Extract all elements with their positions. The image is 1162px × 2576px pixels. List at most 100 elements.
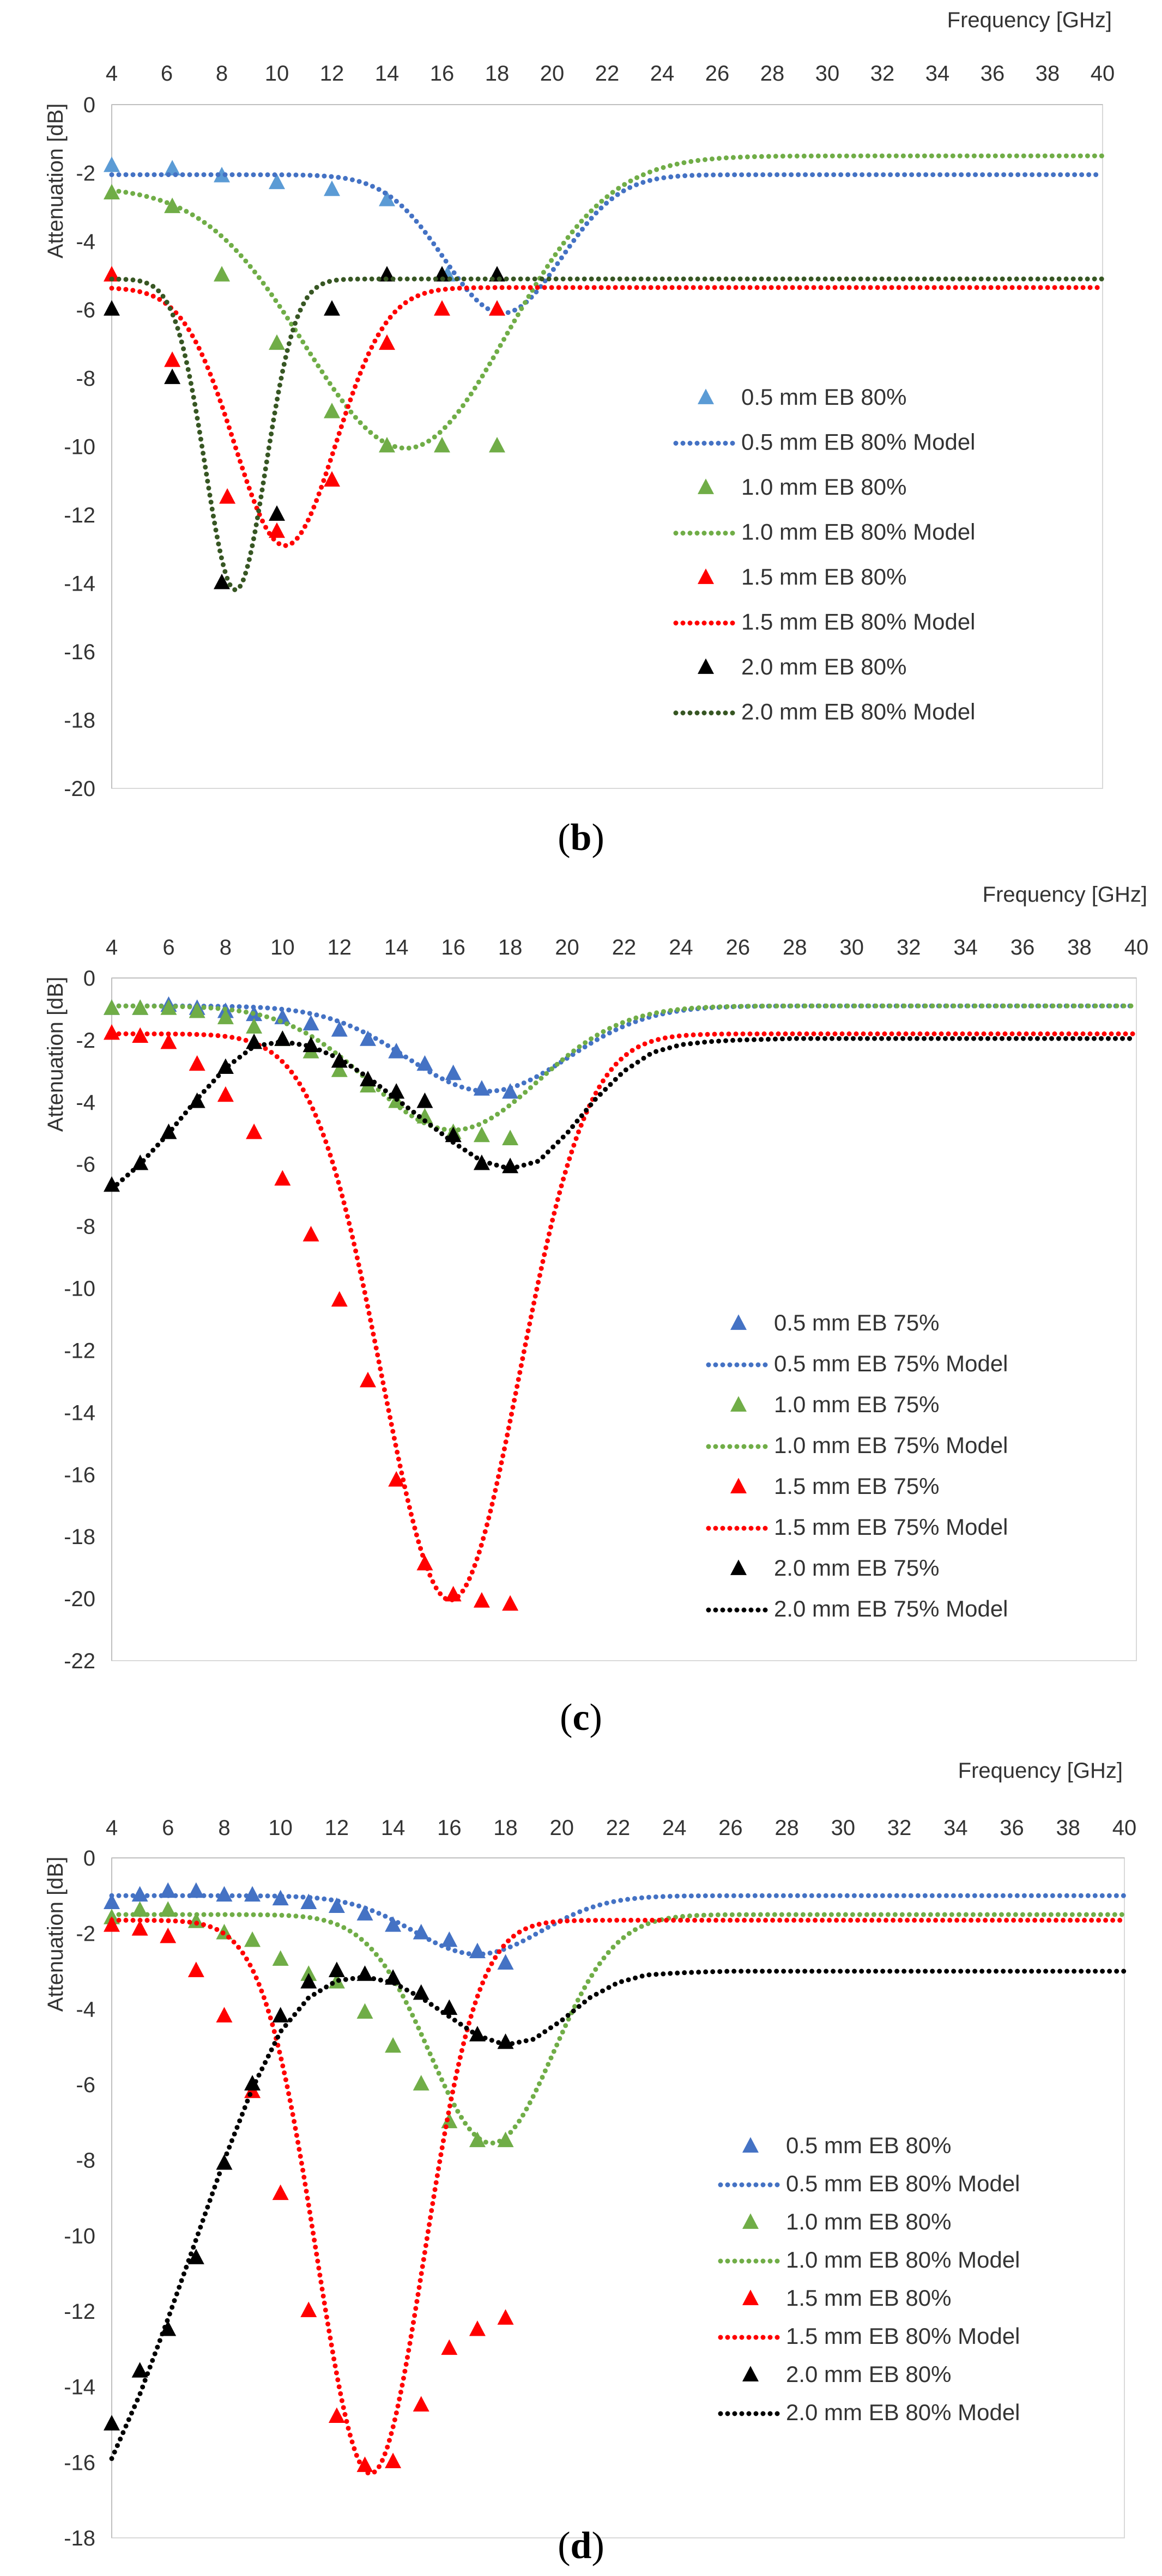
y-tick-label: 0 xyxy=(83,93,95,117)
y-tick-label: -14 xyxy=(64,1401,95,1425)
legend-label-2: 1.0 mm EB 80% xyxy=(741,474,906,500)
model-line-3 xyxy=(109,153,1105,451)
data-point-s6-11 xyxy=(416,1092,433,1108)
data-point-s4-5 xyxy=(246,1123,263,1139)
y-tick-label: -12 xyxy=(64,503,95,527)
legend-label-0: 0.5 mm EB 80% xyxy=(786,2133,951,2158)
model-line-5 xyxy=(109,1917,1127,2476)
model-line-5 xyxy=(109,1031,1139,1603)
x-tick-label: 8 xyxy=(216,62,228,86)
data-point-s0-8 xyxy=(331,1021,348,1037)
x-tick-label: 32 xyxy=(887,1816,912,1840)
data-point-s6-14 xyxy=(497,2033,514,2049)
legend-marker-0 xyxy=(742,2137,759,2153)
data-point-s0-7 xyxy=(300,1893,317,1910)
data-point-s2-3 xyxy=(187,1912,204,1928)
data-point-s0-13 xyxy=(473,1080,490,1096)
x-tick-label: 30 xyxy=(831,1816,856,1840)
x-tick-label: 26 xyxy=(726,935,751,959)
legend-marker-4 xyxy=(698,568,714,584)
x-tick-label: 4 xyxy=(106,62,118,86)
data-point-s0-11 xyxy=(413,1923,429,1940)
data-point-s2-11 xyxy=(413,2075,429,2091)
y-tick-label: -8 xyxy=(76,1215,95,1239)
data-point-s2-4 xyxy=(217,1008,234,1024)
y-axis-title: Attenuation [dB] xyxy=(44,977,68,1132)
data-point-s2-5 xyxy=(244,1931,261,1947)
data-point-s0-2 xyxy=(214,167,230,183)
legend-label-4: 1.5 mm EB 80% xyxy=(786,2285,951,2311)
data-point-s4-9 xyxy=(360,1371,376,1388)
x-tick-label: 14 xyxy=(381,1816,406,1840)
x-tick-label: 36 xyxy=(1000,1816,1024,1840)
data-point-s2-1 xyxy=(131,1901,148,1917)
x-tick-label: 36 xyxy=(1010,935,1035,959)
y-tick-label: -12 xyxy=(64,2300,95,2324)
data-point-s0-7 xyxy=(302,1014,319,1031)
data-point-s4-7 xyxy=(302,1226,319,1242)
x-tick-label: 8 xyxy=(218,1816,230,1840)
x-tick-label: 20 xyxy=(550,1816,574,1840)
y-tick-label: -4 xyxy=(76,1997,95,2021)
y-tick-label: -20 xyxy=(64,1587,95,1611)
legend-marker-4 xyxy=(742,2289,759,2305)
y-tick-label: -20 xyxy=(64,777,95,801)
x-axis-title: Frequency [GHz] xyxy=(958,1759,1123,1783)
y-tick-label: -16 xyxy=(64,1463,95,1487)
data-point-s6-1 xyxy=(132,1155,149,1170)
x-tick-label: 10 xyxy=(265,62,289,86)
data-point-s6-5 xyxy=(246,1033,263,1049)
data-point-s6-3 xyxy=(269,505,285,521)
legend-label-1: 0.5 mm EB 75% Model xyxy=(774,1351,1008,1376)
y-tick-label: -14 xyxy=(64,2375,95,2399)
data-point-s4-4 xyxy=(217,1086,234,1102)
data-point-s6-4 xyxy=(324,300,340,316)
x-tick-label: 18 xyxy=(493,1816,518,1840)
legend-marker-6 xyxy=(698,658,714,674)
legend-label-3: 1.0 mm EB 80% Model xyxy=(786,2247,1020,2273)
data-point-s4-3 xyxy=(189,1055,205,1071)
data-point-s4-0 xyxy=(104,1916,120,1932)
x-tick-label: 40 xyxy=(1112,1816,1137,1840)
x-tick-label: 10 xyxy=(270,935,295,959)
legend-label-1: 0.5 mm EB 80% Model xyxy=(786,2171,1020,2196)
data-point-s4-6 xyxy=(434,300,450,316)
data-point-s6-5 xyxy=(244,2075,261,2091)
panel-caption: (b) xyxy=(558,817,604,859)
x-tick-label: 12 xyxy=(325,1816,349,1840)
data-point-s2-7 xyxy=(489,436,505,453)
x-tick-label: 16 xyxy=(430,62,455,86)
x-axis-title: Frequency [GHz] xyxy=(983,883,1147,907)
legend-label-5: 1.5 mm EB 75% Model xyxy=(774,1514,1008,1540)
model-line-7 xyxy=(109,1969,1127,2461)
data-point-s2-14 xyxy=(502,1129,519,1145)
data-point-s6-6 xyxy=(272,2007,289,2023)
model-line-7 xyxy=(109,276,1105,593)
data-point-s0-10 xyxy=(385,1916,402,1932)
x-tick-label: 34 xyxy=(953,935,978,959)
x-tick-label: 36 xyxy=(981,62,1005,86)
legend-label-6: 2.0 mm EB 80% xyxy=(741,654,906,679)
x-tick-label: 14 xyxy=(375,62,400,86)
data-point-s4-10 xyxy=(388,1471,405,1487)
legend-label-4: 1.5 mm EB 80% xyxy=(741,564,906,590)
data-point-s2-3 xyxy=(189,1002,205,1018)
y-tick-label: -18 xyxy=(64,709,95,733)
x-tick-label: 12 xyxy=(328,935,352,959)
data-point-s4-4 xyxy=(216,2007,233,2023)
y-tick-label: -2 xyxy=(76,1922,95,1946)
x-tick-label: 28 xyxy=(783,935,807,959)
data-point-s0-12 xyxy=(441,1931,458,1947)
legend-marker-2 xyxy=(742,2213,759,2229)
model-line-3 xyxy=(109,1003,1139,1133)
y-tick-label: -14 xyxy=(64,572,95,596)
data-point-s0-9 xyxy=(356,1905,373,1921)
x-tick-label: 16 xyxy=(437,1816,462,1840)
data-point-s6-1 xyxy=(131,2362,148,2378)
x-tick-label: 30 xyxy=(840,935,864,959)
x-tick-label: 10 xyxy=(268,1816,293,1840)
model-line-5 xyxy=(109,285,1105,549)
data-point-s2-2 xyxy=(214,266,230,282)
x-tick-label: 28 xyxy=(760,62,785,86)
